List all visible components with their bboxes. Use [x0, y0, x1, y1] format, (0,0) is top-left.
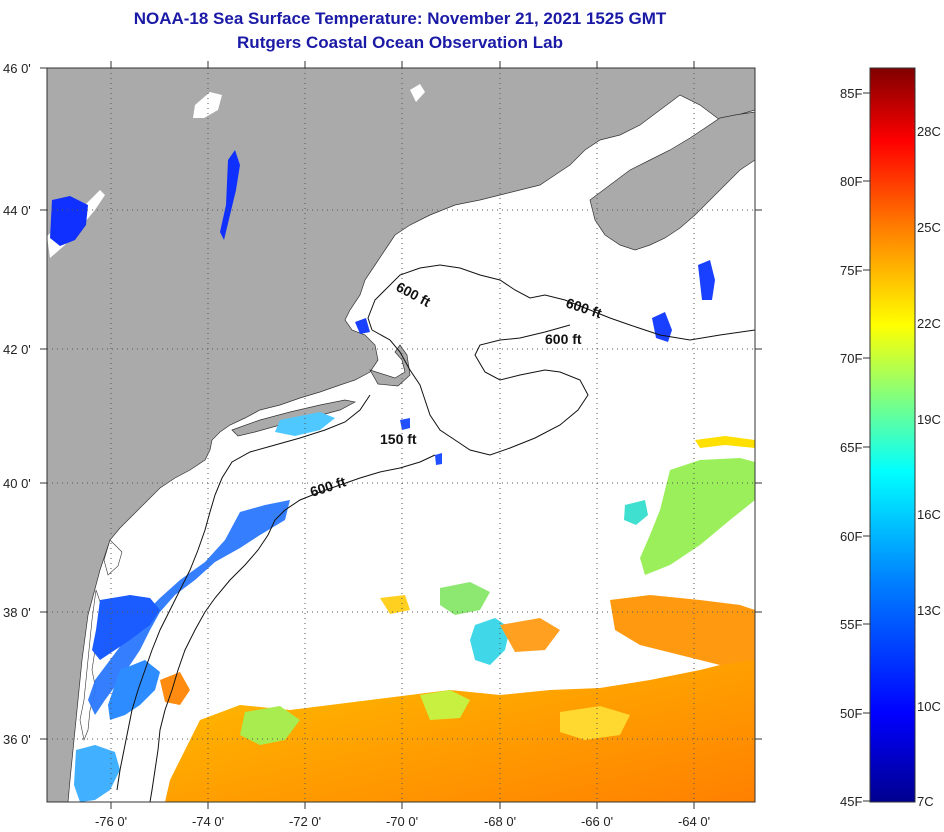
isobath-600ft	[367, 264, 755, 341]
isobath-150ft	[116, 394, 371, 791]
lat-label: 38 0'	[3, 605, 31, 620]
lon-label: -76 0'	[95, 814, 127, 829]
sst-coastal-cold	[92, 595, 160, 660]
colorbar-c-label: 25C	[917, 220, 941, 235]
colorbar-c-label: 28C	[917, 124, 941, 139]
sst-warm-south	[165, 658, 755, 802]
lon-label: -72 0'	[289, 814, 321, 829]
sst-patch-cyan	[624, 500, 648, 525]
sst-green-patch	[420, 690, 470, 720]
land-nova-scotia	[589, 111, 755, 251]
sst-patch-orange	[500, 618, 560, 652]
sst-warm-patch	[160, 672, 190, 705]
map-border	[46, 67, 756, 803]
colorbar-c-label: 16C	[917, 507, 941, 522]
sst-patch-cold	[355, 318, 370, 334]
colorbar-c-label: 7C	[917, 794, 934, 809]
land-us-mainland	[47, 68, 755, 802]
sst-patch-cold	[698, 260, 715, 300]
isobath-600ft	[371, 324, 589, 456]
colorbar-f-label: 55F	[840, 617, 862, 632]
delaware-bay	[103, 539, 123, 576]
sst-coastal-cold	[108, 660, 160, 720]
colorbar-f-label: 80F	[840, 174, 862, 189]
graticule	[47, 68, 755, 802]
sst-gulfstream-band	[640, 458, 755, 575]
colorbar-f-label: 65F	[840, 440, 862, 455]
lat-label: 42 0'	[3, 342, 31, 357]
sst-patch-cold	[435, 453, 442, 465]
lat-tick-marks	[40, 67, 762, 740]
contour-label: 150 ft	[380, 431, 417, 447]
sst-patch-green	[440, 582, 490, 615]
lat-label: 40 0'	[3, 476, 31, 491]
lat-label: 44 0'	[3, 203, 31, 218]
colorbar-f-label: 45F	[840, 794, 862, 809]
colorbar-f-label: 70F	[840, 351, 862, 366]
colorbar-c-label: 13C	[917, 603, 941, 618]
lat-label: 36 0'	[3, 732, 31, 747]
map-subtitle: Rutgers Coastal Ocean Observation Lab	[237, 33, 563, 52]
lon-tick-marks	[110, 61, 695, 809]
lake	[193, 92, 222, 118]
colorbar-fahrenheit-ticks	[863, 92, 870, 802]
sst-warm-patch	[610, 595, 755, 665]
lake	[410, 84, 425, 102]
lon-label: -66 0'	[581, 814, 613, 829]
colorbar-f-label: 60F	[840, 529, 862, 544]
sst-patch-cold	[400, 418, 410, 430]
sst-patch-yellow	[380, 595, 410, 614]
sst-coastal-cool	[74, 745, 120, 802]
contour-label: 600 ft	[545, 331, 582, 347]
isobath-600ft	[149, 454, 436, 802]
colorbar-c-label: 22C	[917, 316, 941, 331]
sst-green-patch	[240, 706, 300, 745]
sst-coastal-cold	[88, 500, 290, 715]
sst-patch-cold	[50, 196, 88, 246]
map-title: NOAA-18 Sea Surface Temperature: Novembe…	[133, 9, 667, 28]
colorbar-f-label: 85F	[840, 86, 862, 101]
sst-gulfstream-edge	[695, 436, 755, 448]
lon-label: -68 0'	[484, 814, 516, 829]
colorbar-c-label: 10C	[917, 699, 941, 714]
lon-label: -74 0'	[192, 814, 224, 829]
temperature-colorbar	[869, 67, 916, 803]
lat-label: 46 0'	[3, 61, 31, 76]
colorbar-c-label: 19C	[917, 412, 941, 427]
colorbar-f-label: 50F	[840, 706, 862, 721]
lon-label: -70 0'	[386, 814, 418, 829]
sst-yellow-patch	[560, 706, 630, 740]
sst-patch-cold	[220, 150, 240, 240]
colorbar-f-label: 75F	[840, 263, 862, 278]
lon-label: -64 0'	[678, 814, 710, 829]
